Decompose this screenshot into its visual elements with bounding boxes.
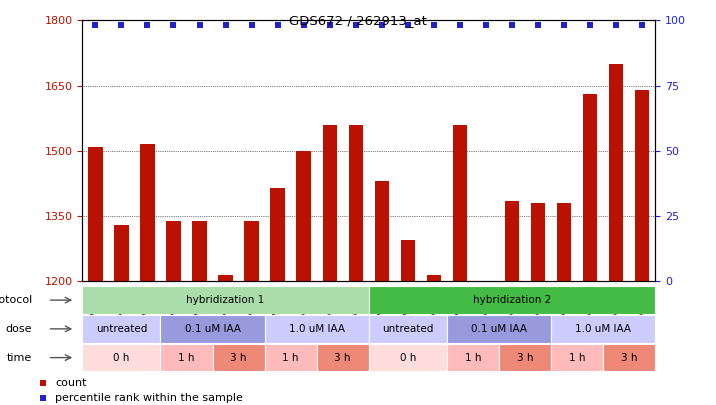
Bar bbox=[349, 125, 363, 281]
Text: untreated: untreated bbox=[382, 324, 433, 334]
Bar bbox=[369, 315, 447, 343]
Bar bbox=[140, 144, 155, 281]
Bar bbox=[374, 181, 389, 281]
Text: 0 h: 0 h bbox=[400, 353, 416, 362]
Bar bbox=[369, 286, 655, 314]
Text: 1 h: 1 h bbox=[465, 353, 481, 362]
Bar bbox=[160, 344, 213, 371]
Text: 1.0 uM IAA: 1.0 uM IAA bbox=[289, 324, 344, 334]
Bar bbox=[115, 225, 129, 281]
Bar bbox=[218, 275, 233, 281]
Bar bbox=[265, 344, 316, 371]
Bar bbox=[603, 344, 655, 371]
Bar bbox=[505, 201, 519, 281]
Bar bbox=[635, 90, 649, 281]
Bar bbox=[166, 220, 180, 281]
Text: count: count bbox=[56, 378, 87, 388]
Bar bbox=[296, 151, 311, 281]
Bar bbox=[82, 315, 160, 343]
Text: dose: dose bbox=[6, 324, 32, 334]
Bar bbox=[213, 344, 265, 371]
Bar bbox=[265, 315, 369, 343]
Text: percentile rank within the sample: percentile rank within the sample bbox=[56, 393, 243, 403]
Bar bbox=[401, 240, 415, 281]
Text: 3 h: 3 h bbox=[334, 353, 351, 362]
Text: GDS672 / 262913_at: GDS672 / 262913_at bbox=[289, 14, 427, 27]
Bar bbox=[322, 125, 337, 281]
Text: 3 h: 3 h bbox=[621, 353, 637, 362]
Bar bbox=[316, 344, 369, 371]
Text: protocol: protocol bbox=[0, 295, 32, 305]
Bar bbox=[551, 344, 603, 371]
Bar bbox=[447, 315, 551, 343]
Text: 1 h: 1 h bbox=[569, 353, 585, 362]
Bar bbox=[499, 344, 551, 371]
Text: 0 h: 0 h bbox=[113, 353, 130, 362]
Text: hybridization 1: hybridization 1 bbox=[186, 295, 265, 305]
Bar bbox=[453, 125, 467, 281]
Text: 1 h: 1 h bbox=[282, 353, 299, 362]
Text: 1 h: 1 h bbox=[178, 353, 195, 362]
Text: time: time bbox=[7, 353, 32, 362]
Bar bbox=[88, 147, 102, 281]
Bar bbox=[583, 94, 597, 281]
Bar bbox=[447, 344, 499, 371]
Bar bbox=[369, 344, 447, 371]
Text: untreated: untreated bbox=[96, 324, 147, 334]
Bar bbox=[82, 286, 369, 314]
Bar bbox=[82, 344, 160, 371]
Text: 0.1 uM IAA: 0.1 uM IAA bbox=[471, 324, 527, 334]
Bar bbox=[557, 203, 571, 281]
Bar bbox=[609, 64, 623, 281]
Bar bbox=[531, 203, 545, 281]
Text: hybridization 2: hybridization 2 bbox=[473, 295, 551, 305]
Text: 0.1 uM IAA: 0.1 uM IAA bbox=[185, 324, 241, 334]
Bar bbox=[193, 220, 207, 281]
Text: 1.0 uM IAA: 1.0 uM IAA bbox=[575, 324, 631, 334]
Bar bbox=[160, 315, 265, 343]
Bar bbox=[271, 188, 285, 281]
Text: 3 h: 3 h bbox=[517, 353, 533, 362]
Text: 3 h: 3 h bbox=[231, 353, 247, 362]
Bar bbox=[244, 220, 258, 281]
Bar bbox=[427, 275, 441, 281]
Bar bbox=[551, 315, 655, 343]
